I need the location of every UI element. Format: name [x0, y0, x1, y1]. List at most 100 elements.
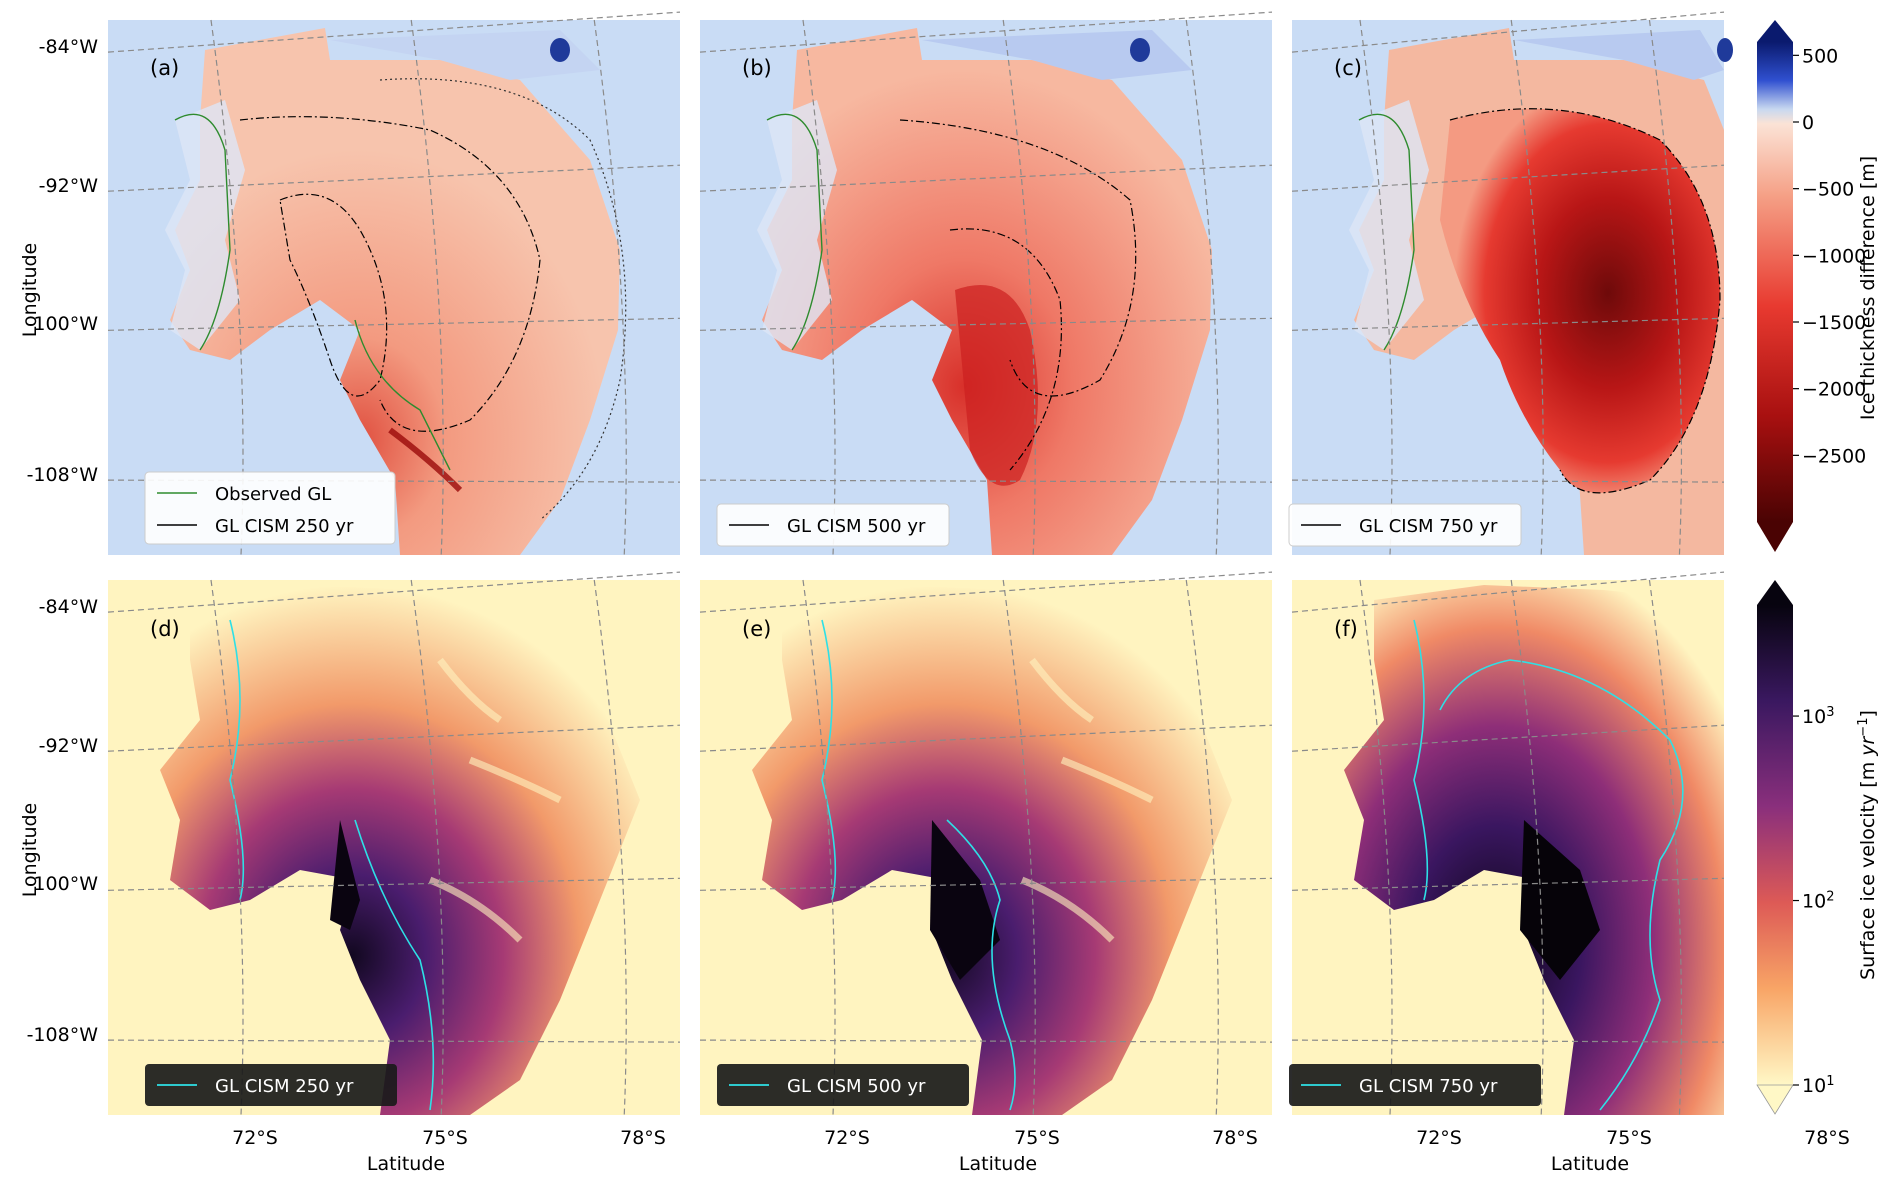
- panel-label-c: (c): [1334, 56, 1362, 80]
- panel-label-b: (b): [742, 56, 772, 80]
- graticule-line: [1002, 19, 1036, 556]
- panel-d: [108, 580, 680, 1115]
- x-axis-label: Latitude: [959, 1153, 1037, 1175]
- graticule-line: [107, 11, 681, 53]
- y-axis-label-bottom: Longitude: [19, 803, 41, 898]
- graticule-line: [1291, 317, 1725, 331]
- lat-tick-label: 78°S: [620, 1127, 666, 1149]
- lon-tick-label: -108°W: [27, 1024, 99, 1046]
- lon-tick-label: -84°W: [39, 36, 99, 58]
- graticule-line: [107, 1039, 681, 1043]
- graticule-line: [1002, 579, 1036, 1116]
- lat-tick-labels: 72°S 75°S 78°S 72°S 75°S 78°S 72°S 75°S …: [232, 1127, 1850, 1149]
- lon-tick-label: -100°W: [27, 873, 99, 895]
- colorbar-tick-label: 101: [1802, 1074, 1834, 1098]
- legend-entry: GL CISM 250 yr: [215, 516, 354, 537]
- lat-tick-label: 72°S: [1416, 1127, 1462, 1149]
- graticule-line: [699, 1039, 1273, 1043]
- graticule-line: [699, 479, 1273, 483]
- graticule-line: [107, 164, 681, 192]
- legend-entry: GL CISM 750 yr: [1359, 516, 1498, 537]
- colorbar-tick-label: 102: [1802, 889, 1834, 913]
- graticule-line: [593, 579, 627, 1116]
- graticule-lines: [699, 571, 1273, 1116]
- legend-entry: GL CISM 250 yr: [215, 1076, 354, 1097]
- panel-a: [108, 20, 680, 555]
- panel-f: [1292, 580, 1724, 1115]
- graticule-line: [1359, 579, 1393, 1116]
- lon-tick-label: -92°W: [39, 735, 99, 757]
- legend-b: GL CISM 500 yr: [716, 503, 950, 547]
- x-axis-labels: Latitude Latitude Latitude: [367, 1153, 1629, 1175]
- colorbar-velocity: 103 102 101 Surface ice velocity [m yr−1]: [1756, 580, 1880, 1115]
- graticule-line: [410, 19, 444, 556]
- graticule-line: [107, 571, 681, 613]
- panel-label-e: (e): [742, 617, 771, 641]
- panel-label-d: (d): [150, 617, 180, 641]
- graticule-line: [1185, 579, 1219, 1116]
- graticule-line: [699, 11, 1273, 53]
- colorbar-tick-label: −1500: [1802, 312, 1866, 334]
- colorbar-extend-max: [1757, 580, 1793, 605]
- panel-label-f: (f): [1334, 617, 1358, 641]
- graticule-line: [107, 877, 681, 891]
- colorbar-tick-label: −1000: [1802, 245, 1866, 267]
- lat-tick-label: 75°S: [422, 1127, 468, 1149]
- graticule-line: [699, 164, 1273, 192]
- graticule-line: [1291, 877, 1725, 891]
- colorbar-tick-label: −500: [1802, 179, 1854, 201]
- lat-tick-label: 78°S: [1804, 1127, 1850, 1149]
- graticule-lines: [1291, 571, 1725, 1116]
- lon-tick-label: -84°W: [39, 596, 99, 618]
- graticule-lines: [699, 11, 1273, 556]
- lat-tick-label: 78°S: [1212, 1127, 1258, 1149]
- graticule-line: [210, 579, 244, 1116]
- lat-tick-label: 72°S: [824, 1127, 870, 1149]
- x-axis-label: Latitude: [367, 1153, 445, 1175]
- legend-entry: Observed GL: [215, 484, 331, 505]
- colorbar-tick-label: 500: [1802, 45, 1838, 67]
- colorbar-extend-min: [1756, 1084, 1794, 1115]
- colorbar-thickness-label: Ice thickness difference [m]: [1857, 156, 1879, 420]
- legend-entry: GL CISM 500 yr: [787, 1076, 926, 1097]
- graticule-line: [1359, 19, 1393, 556]
- lon-tick-label: -92°W: [39, 175, 99, 197]
- graticule-line: [1648, 19, 1683, 556]
- colorbar-velocity-bar: [1757, 605, 1793, 1085]
- colorbar-tick-label: 0: [1802, 112, 1814, 134]
- graticule-line: [410, 579, 444, 1116]
- lat-tick-label: 75°S: [1014, 1127, 1060, 1149]
- graticule-lines: [107, 571, 681, 1116]
- legend-e: GL CISM 500 yr: [717, 1064, 969, 1106]
- colorbar-tick-label: −2000: [1802, 379, 1866, 401]
- graticule-line: [1510, 579, 1544, 1116]
- colorbar-tick-label: 103: [1802, 705, 1834, 729]
- graticule-line: [802, 579, 836, 1116]
- graticule-line: [1291, 479, 1725, 483]
- panel-b: [700, 20, 1272, 555]
- lon-tick-labels: -84°W -92°W -100°W -108°W -84°W -92°W -1…: [27, 36, 99, 1046]
- graticule-line: [593, 19, 627, 556]
- graticule-line: [1291, 164, 1725, 192]
- legend-a: Observed GL GL CISM 250 yr: [144, 471, 396, 545]
- colorbar-extend-max: [1757, 20, 1793, 42]
- graticule-line: [107, 317, 681, 331]
- graticule-line: [1648, 579, 1683, 1116]
- graticule-line: [107, 724, 681, 752]
- legend-d: GL CISM 250 yr: [145, 1064, 397, 1106]
- colorbar-thickness: 500 0 −500 −1000 −1500 −2000 −2500 Ice thickne…: [1757, 20, 1879, 552]
- lat-tick-label: 75°S: [1606, 1127, 1652, 1149]
- lat-tick-label: 72°S: [232, 1127, 278, 1149]
- panel-labels: (a) (b) (c) (d) (e) (f): [150, 56, 1362, 641]
- colorbar-velocity-label: Surface ice velocity [m yr−1]: [1856, 710, 1880, 980]
- graticule-line: [699, 317, 1273, 331]
- graticule-line: [1185, 19, 1219, 556]
- graticule-line: [1291, 1039, 1725, 1043]
- graticule-line: [1291, 724, 1725, 752]
- graticule-line: [1291, 11, 1725, 53]
- legend-entry: GL CISM 750 yr: [1359, 1076, 1498, 1097]
- colorbar-thickness-bar: [1757, 42, 1793, 522]
- panel-c: [1292, 20, 1733, 555]
- graticule-line: [802, 19, 836, 556]
